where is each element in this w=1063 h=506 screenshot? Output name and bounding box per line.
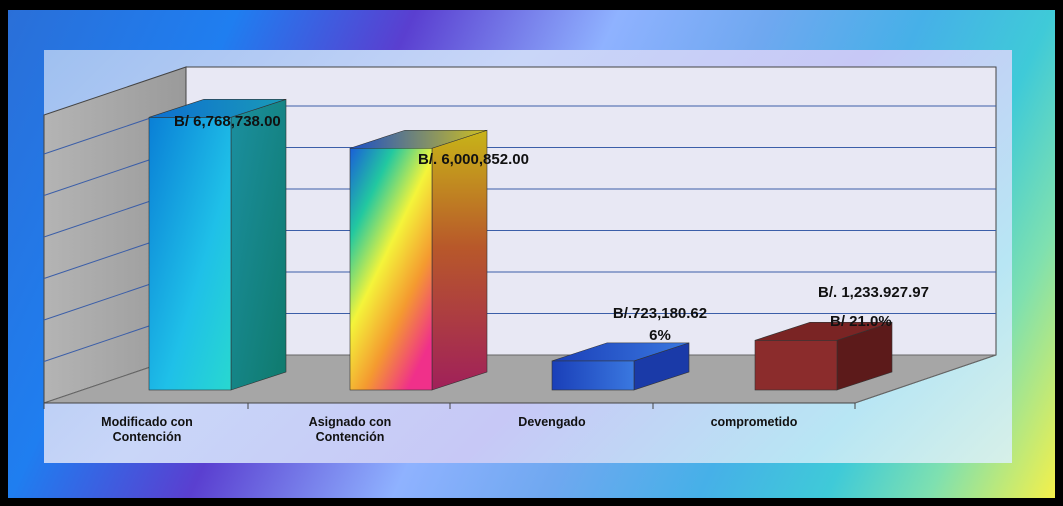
bar-front-4 [755, 340, 837, 390]
bar-side-2 [432, 130, 487, 390]
category-label-2: Asignado con Contención [309, 415, 392, 444]
bar-1 [149, 99, 286, 390]
bar-front-3 [552, 361, 634, 390]
x-axis-ticks [44, 403, 855, 409]
bar-2 [350, 130, 487, 390]
category-label-4: comprometido [711, 415, 798, 429]
category-label-3: Devengado [518, 415, 586, 429]
data-label-4-percent: B/ 21.0% [830, 313, 892, 330]
data-label-2: B/. 6,000,852.00 [418, 151, 529, 168]
data-label-1: B/ 6,768,738.00 [174, 113, 281, 130]
bar-front-1 [149, 117, 231, 390]
data-label-4-value: B/. 1,233.927.97 [818, 284, 929, 301]
bar-front-2 [350, 148, 432, 390]
back-wall [186, 67, 996, 355]
category-label-1: Modificado con Contención [101, 415, 193, 444]
bar-side-1 [231, 99, 286, 390]
